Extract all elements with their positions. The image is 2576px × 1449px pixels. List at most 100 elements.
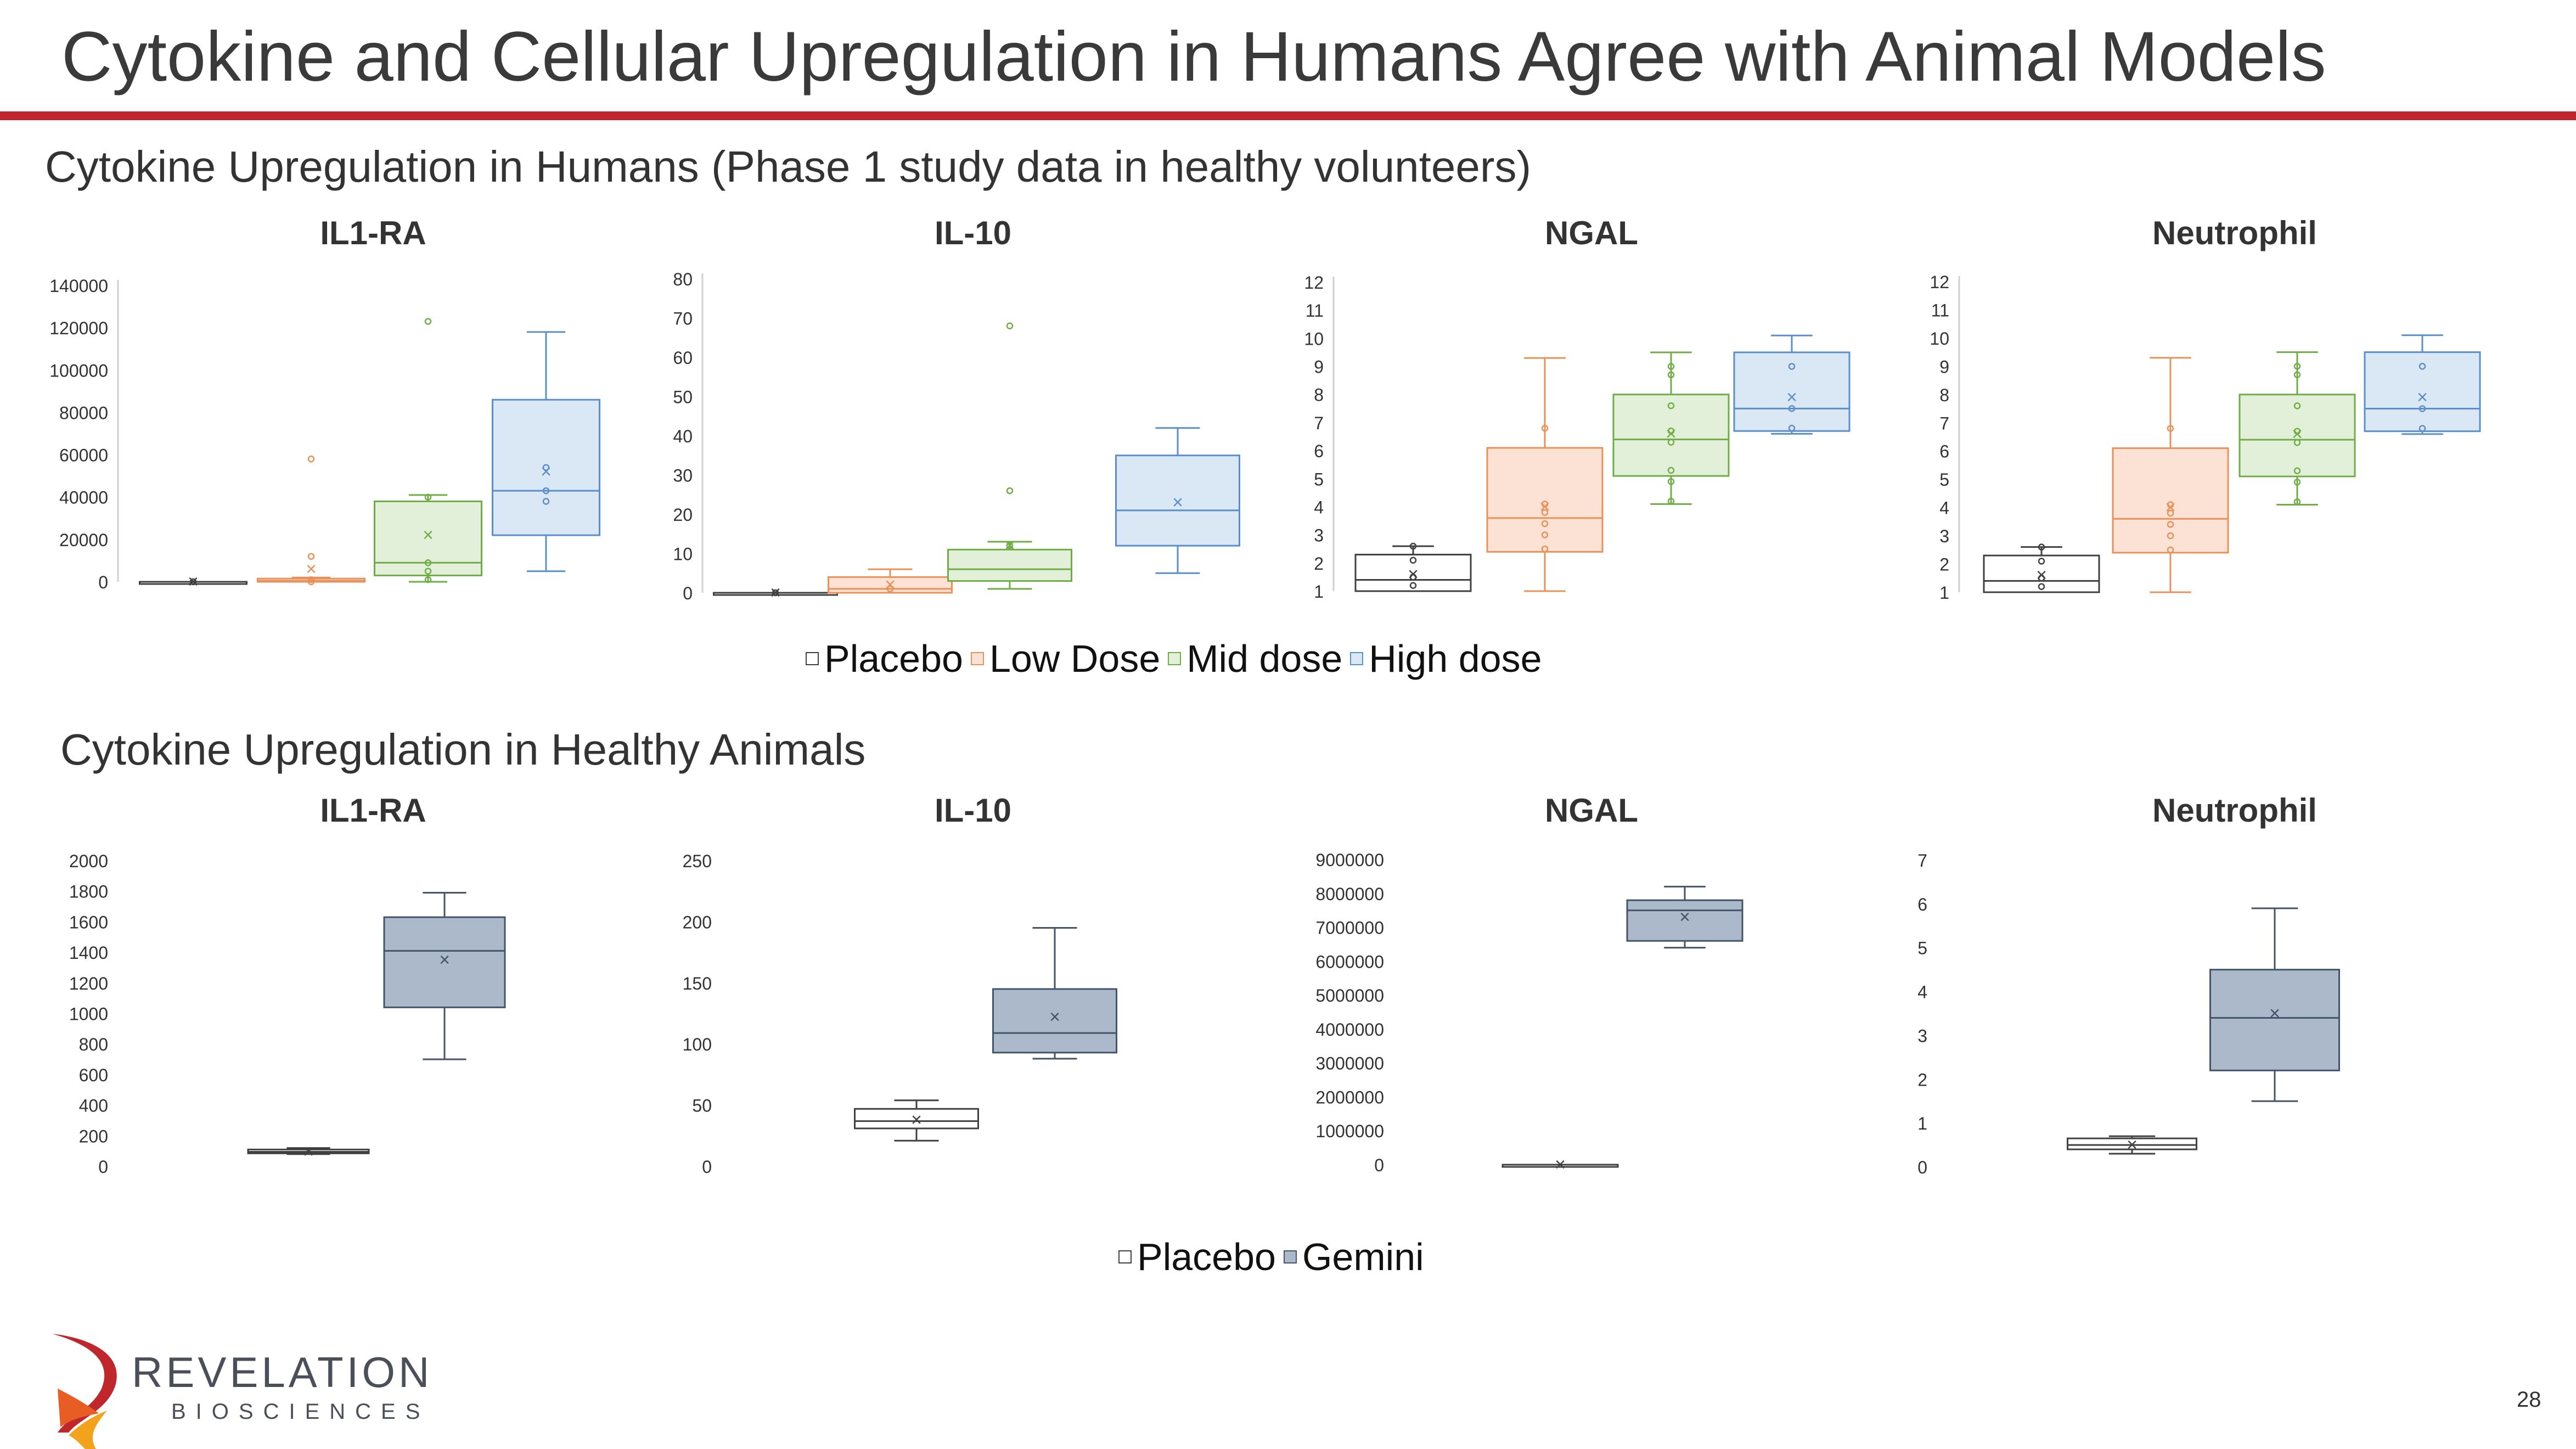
y-tick-label: 9 xyxy=(1939,357,1949,377)
data-point-placebo xyxy=(1409,557,1417,564)
y-tick-label: 800 xyxy=(79,1035,108,1054)
data-point-mid-dose xyxy=(1006,487,1014,495)
mean-marker-gemini: × xyxy=(1049,1007,1060,1027)
data-point-low-dose xyxy=(1541,531,1549,538)
y-tick-label: 0 xyxy=(1917,1158,1927,1177)
legend-swatch xyxy=(1283,1250,1297,1263)
y-tick-label: 1 xyxy=(1917,1114,1927,1133)
revelation-logo-icon xyxy=(52,1334,117,1449)
mean-marker-gemini: × xyxy=(1679,907,1690,928)
data-point-low-dose xyxy=(1541,424,1549,432)
data-point-mid-dose xyxy=(424,576,432,583)
chart-title-animals-il1-ra: IL1-RA xyxy=(320,792,426,829)
data-point-mid-dose xyxy=(2293,498,2301,506)
legend-swatch xyxy=(1350,652,1364,665)
legend-label: Placebo xyxy=(1137,1235,1276,1278)
y-tick-label: 8 xyxy=(1939,385,1949,405)
y-tick-label: 1600 xyxy=(69,912,108,932)
y-tick-label: 7 xyxy=(1939,413,1949,433)
y-tick-label: 2 xyxy=(1939,555,1949,575)
mean-marker-gemini: × xyxy=(439,950,450,970)
y-tick-label: 200 xyxy=(683,912,712,932)
data-point-mid-dose xyxy=(2293,439,2301,446)
box-low-dose xyxy=(828,576,953,594)
y-tick-label: 60000 xyxy=(59,446,108,465)
y-tick-label: 140000 xyxy=(49,276,108,296)
data-point-high-dose xyxy=(2418,425,2426,432)
box-placebo xyxy=(2067,1137,2197,1150)
y-tick-label: 12 xyxy=(1304,273,1324,293)
data-point-placebo xyxy=(1409,574,1417,581)
y-tick-label: 6 xyxy=(1917,895,1927,914)
box-gemini xyxy=(2209,969,2340,1071)
data-point-low-dose xyxy=(1541,509,1549,516)
y-tick-label: 70 xyxy=(673,309,693,329)
logo-wordmark: REVELATION xyxy=(132,1348,433,1396)
y-tick-label: 12 xyxy=(1930,272,1949,292)
mean-marker-high-dose: × xyxy=(1786,387,1797,408)
y-tick-label: 0 xyxy=(98,572,108,592)
legend-item-placebo: Placebo xyxy=(1118,1235,1276,1279)
y-tick-label: 10 xyxy=(673,544,693,564)
box-gemini xyxy=(992,988,1117,1054)
mean-marker-gemini: × xyxy=(2269,1003,2280,1024)
y-tick-label: 4 xyxy=(1314,497,1324,517)
box-placebo xyxy=(1983,554,2100,593)
data-point-high-dose xyxy=(1788,424,1796,432)
y-tick-label: 3000000 xyxy=(1315,1054,1384,1074)
data-point-high-dose xyxy=(1788,405,1796,412)
mean-marker-placebo: × xyxy=(188,571,199,592)
legend-label: Placebo xyxy=(824,637,963,680)
title-divider xyxy=(0,111,2576,120)
y-tick-label: 50 xyxy=(692,1096,712,1116)
legend-swatch xyxy=(1118,1250,1132,1263)
box-gemini xyxy=(383,916,506,1008)
legend-item-high-dose: High dose xyxy=(1350,637,1542,681)
y-tick-label: 3 xyxy=(1917,1026,1927,1046)
y-tick-label: 10 xyxy=(1930,329,1949,349)
data-point-high-dose xyxy=(542,487,550,495)
y-tick-label: 6000000 xyxy=(1315,952,1384,971)
data-point-low-dose xyxy=(1541,545,1549,553)
y-tick-label: 100000 xyxy=(49,361,108,380)
data-point-low-dose xyxy=(2167,532,2174,540)
box-gemini xyxy=(1626,899,1743,942)
box-low-dose xyxy=(2112,447,2229,554)
y-tick-label: 80000 xyxy=(59,403,108,423)
y-tick-label: 7 xyxy=(1917,851,1927,870)
data-point-high-dose xyxy=(542,498,550,505)
y-tick-label: 5 xyxy=(1314,469,1324,489)
y-tick-label: 0 xyxy=(702,1157,712,1177)
data-point-mid-dose xyxy=(1667,439,1675,446)
chart-title-animals-neutrophil: Neutrophil xyxy=(2152,792,2317,829)
legend-humans: Placebo Low Dose Mid dose High dose xyxy=(806,637,1550,681)
data-point-low-dose xyxy=(307,578,315,586)
chart-title-humans-ngal: NGAL xyxy=(1545,215,1638,251)
y-tick-label: 10 xyxy=(1304,329,1324,349)
y-tick-label: 9 xyxy=(1314,357,1324,377)
data-point-low-dose xyxy=(307,553,315,560)
y-tick-label: 4000000 xyxy=(1315,1020,1384,1040)
mean-marker-mid-dose: × xyxy=(1004,535,1015,556)
data-point-mid-dose xyxy=(2293,479,2301,486)
data-point-mid-dose xyxy=(1667,363,1675,370)
y-tick-label: 250 xyxy=(683,851,712,871)
y-tick-label: 0 xyxy=(1374,1155,1384,1175)
y-tick-label: 0 xyxy=(98,1157,108,1177)
box-high-dose xyxy=(1733,351,1851,432)
page-number: 28 xyxy=(2517,1388,2541,1412)
legend-label: Gemini xyxy=(1302,1235,1424,1278)
y-tick-label: 20000 xyxy=(59,530,108,550)
mean-marker-placebo: × xyxy=(303,1142,314,1162)
data-point-mid-dose xyxy=(424,568,432,575)
data-point-high-dose xyxy=(2418,405,2426,412)
y-tick-label: 2 xyxy=(1314,554,1324,574)
mean-marker-placebo: × xyxy=(770,582,781,603)
y-tick-label: 20 xyxy=(673,505,693,525)
y-tick-label: 1800 xyxy=(69,882,108,902)
mean-marker-low-dose: × xyxy=(306,559,317,580)
y-tick-label: 6 xyxy=(1314,441,1324,461)
data-point-low-dose xyxy=(307,576,315,583)
mean-marker-high-dose: × xyxy=(1172,492,1183,513)
